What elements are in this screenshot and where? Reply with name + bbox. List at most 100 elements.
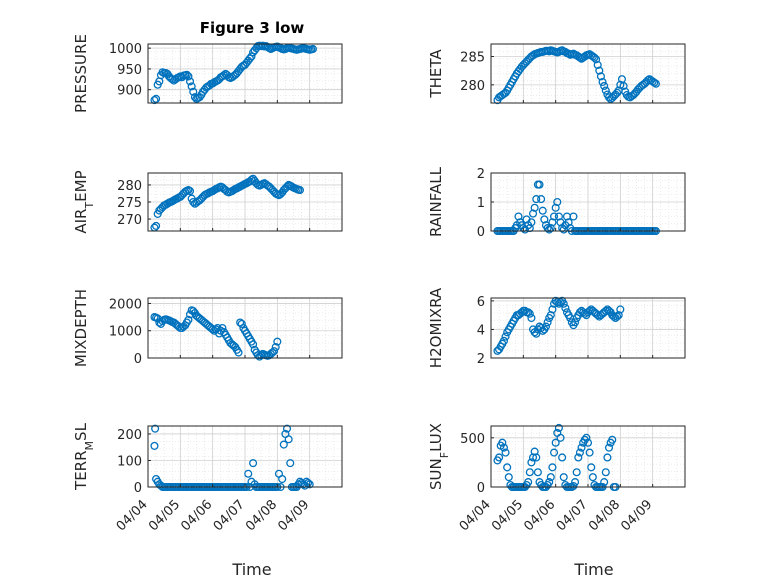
data-point — [185, 187, 195, 196]
data-point — [295, 186, 305, 195]
data-point — [590, 53, 599, 62]
data-point — [498, 438, 507, 447]
data-point — [569, 481, 578, 491]
data-point — [556, 433, 565, 442]
data-point — [601, 468, 610, 477]
y-tick-label: 270 — [117, 213, 142, 228]
data-point — [185, 77, 195, 86]
data-point — [499, 443, 508, 452]
data-point — [558, 453, 567, 462]
data-point — [152, 221, 161, 230]
data-point — [609, 312, 618, 321]
data-point — [585, 306, 594, 315]
data-point — [286, 459, 295, 468]
data-point — [504, 473, 513, 482]
data-point — [592, 55, 601, 64]
data-point — [608, 435, 617, 444]
x-tick-label: 04/04 — [457, 497, 494, 534]
data-point — [604, 93, 614, 102]
data-point — [533, 468, 542, 477]
data-point — [545, 478, 554, 487]
y-tick-label: 0 — [477, 481, 485, 496]
x-tick-label: 04/07 — [554, 497, 591, 534]
data-series — [493, 296, 625, 355]
data-point — [554, 423, 563, 433]
data-point — [559, 299, 568, 308]
data-point — [593, 311, 602, 320]
data-point — [553, 197, 562, 207]
figure-title: Figure 3 low — [200, 19, 305, 37]
data-point — [585, 448, 594, 457]
data-point — [532, 195, 541, 204]
data-point — [572, 468, 581, 477]
data-point — [574, 453, 583, 462]
data-point — [305, 480, 314, 489]
data-point — [577, 443, 586, 452]
data-point — [569, 212, 578, 221]
data-point — [603, 453, 612, 462]
data-point — [559, 473, 568, 482]
y-tick-label: 900 — [117, 84, 142, 99]
y-tick-label: 200 — [117, 428, 142, 443]
data-point — [541, 322, 551, 331]
y-tick-label: 0 — [134, 481, 142, 496]
y-tick-label: 1000 — [109, 42, 142, 57]
data-point — [182, 70, 191, 79]
data-point — [184, 186, 193, 195]
data-point — [588, 473, 597, 482]
y-tick-label: 1 — [477, 196, 485, 211]
x-tick-label: 04/08 — [586, 497, 623, 534]
data-point — [273, 337, 282, 346]
y-tick-label: 2 — [477, 352, 485, 367]
data-point — [601, 86, 610, 95]
data-point — [604, 443, 614, 452]
x-tick-label: 04/09 — [618, 497, 655, 534]
y-axis-label: AIRTEMP — [72, 170, 96, 233]
data-point — [538, 206, 547, 215]
y-tick-label: 280 — [117, 179, 142, 194]
data-point — [244, 469, 253, 478]
data-point — [548, 463, 557, 472]
data-point — [525, 309, 534, 318]
data-series — [150, 306, 282, 361]
y-tick-label: 0 — [134, 352, 142, 367]
data-point — [537, 195, 546, 204]
data-point — [595, 66, 604, 75]
data-point — [282, 424, 292, 433]
data-point — [499, 336, 508, 345]
y-axis-label: TERRMSL — [72, 422, 96, 491]
data-point — [549, 448, 559, 457]
y-axis-label: PRESSURE — [72, 34, 90, 113]
data-point — [247, 52, 256, 61]
y-tick-label: 100 — [117, 454, 142, 469]
data-point — [571, 478, 580, 487]
y-tick-label: 285 — [460, 50, 485, 65]
y-axis-label: RAINFALL — [427, 166, 445, 237]
data-point — [575, 308, 584, 317]
data-point — [189, 87, 198, 96]
data-point — [549, 212, 559, 221]
x-tick-label: 04/05 — [146, 497, 183, 534]
data-point — [601, 306, 610, 315]
y-tick-label: 6 — [477, 295, 485, 310]
data-point — [525, 468, 534, 477]
data-point — [593, 60, 602, 70]
subplot-mixdepth: 0 1000 2000 MIXDEPTH — [72, 289, 343, 367]
y-axis-label: SUNFLUX — [427, 423, 451, 490]
data-point — [561, 303, 570, 313]
data-point — [271, 343, 280, 352]
data-point — [596, 72, 605, 81]
subplot-air-temp: 270 275 280 AIRTEMP — [72, 170, 343, 234]
data-point — [571, 318, 580, 327]
y-tick-label: 4 — [477, 323, 485, 338]
data-point — [150, 441, 159, 450]
data-point — [614, 311, 623, 320]
subplot-pressure: 900 950 1000 PRESSURE — [72, 34, 343, 113]
data-point — [543, 318, 552, 327]
data-point — [583, 438, 593, 447]
data-point — [575, 448, 584, 457]
data-point — [527, 218, 536, 227]
